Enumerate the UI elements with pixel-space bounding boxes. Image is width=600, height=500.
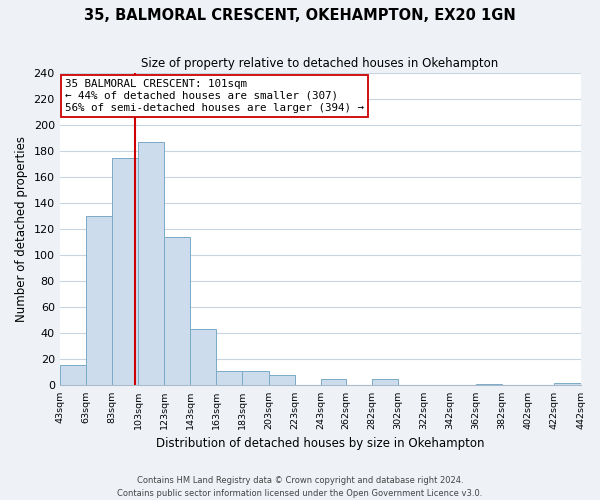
Bar (138, 142, 164, 386)
Bar (269, 375, 295, 386)
Text: 35 BALMORAL CRESCENT: 101sqm
← 44% of detached houses are smaller (307)
56% of s: 35 BALMORAL CRESCENT: 101sqm ← 44% of de… (65, 80, 364, 112)
Bar (112, 158, 138, 386)
Title: Size of property relative to detached houses in Okehampton: Size of property relative to detached ho… (142, 58, 499, 70)
Bar (371, 379, 398, 386)
Bar (190, 330, 217, 386)
Y-axis label: Number of detached properties: Number of detached properties (15, 136, 28, 322)
Bar (321, 379, 346, 386)
Bar (86, 216, 112, 386)
X-axis label: Distribution of detached houses by size in Okehampton: Distribution of detached houses by size … (156, 437, 484, 450)
Bar (164, 237, 190, 386)
Bar (217, 371, 242, 386)
Bar (554, 383, 581, 386)
Text: 35, BALMORAL CRESCENT, OKEHAMPTON, EX20 1GN: 35, BALMORAL CRESCENT, OKEHAMPTON, EX20 … (84, 8, 516, 22)
Bar (59, 364, 86, 386)
Bar (242, 371, 269, 386)
Text: Contains HM Land Registry data © Crown copyright and database right 2024.
Contai: Contains HM Land Registry data © Crown c… (118, 476, 482, 498)
Bar (476, 384, 502, 386)
